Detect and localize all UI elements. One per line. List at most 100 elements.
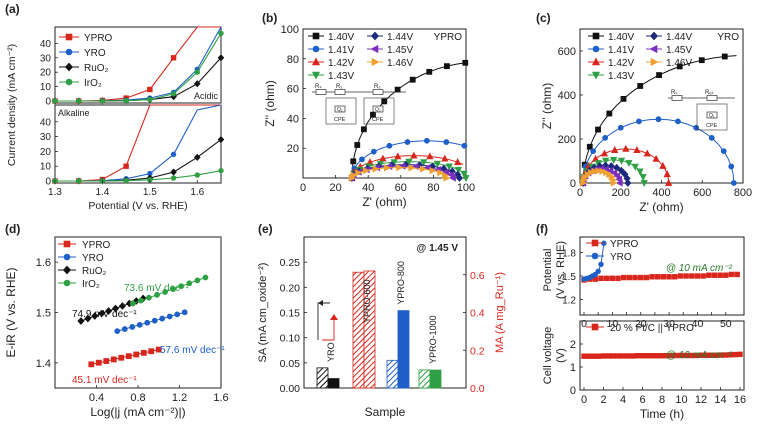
data-point-RuO₂-top: [217, 54, 225, 62]
data-point-RuO₂-d: [84, 314, 92, 323]
data-point-RuO₂-bottom: [217, 135, 225, 144]
series-line-1.40V-c: [582, 55, 737, 184]
data-point-YPRO-f-top: [723, 272, 729, 278]
ytick-label-a-top: 30: [40, 53, 52, 64]
xlabel-e: Sample: [365, 405, 406, 419]
data-point-YPRO-f-top: [626, 274, 633, 281]
data-point-1.43V-c: [617, 157, 626, 165]
data-point-1.46V-b: [396, 163, 404, 172]
axes-a-bottom: [54, 104, 222, 184]
xtick-label-b: 40: [362, 182, 374, 194]
legend-marker-1.44V-b: [370, 31, 380, 41]
legend-marker-1.43V-c: [591, 71, 601, 80]
data-point-f-bottom: [620, 353, 626, 359]
bar-sa-YPRO-800: [386, 359, 399, 389]
data-point-1.40V-c: [620, 95, 627, 102]
ylabel-left-e: SA (mA cm_oxide⁻²): [257, 263, 269, 363]
xlabel-d: Log(|j (mA cm⁻²)|): [90, 405, 185, 419]
data-point-f-bottom: [586, 353, 592, 359]
data-point-IrO₂-d: [194, 277, 201, 284]
xtick-label-c: 600: [693, 187, 711, 199]
data-point-1.40V-b: [381, 98, 388, 105]
annotation-f-bottom: @ 10 mA cm⁻²: [666, 350, 733, 361]
legend-label-IrO₂-d: IrO₂: [82, 279, 100, 290]
ylabel-a: Current density (mA cm⁻²): [6, 44, 18, 166]
data-point-YPRO-d: [155, 346, 162, 353]
xtick-label-b: 20: [329, 182, 341, 194]
data-point-f-bottom: [644, 353, 651, 359]
data-point-1.42V-c: [600, 149, 609, 157]
ytick-label-f-top: 1.5: [562, 272, 576, 283]
data-point-YPRO-f-top: [711, 272, 718, 278]
data-point-f-bottom: [639, 353, 646, 359]
data-point-YPRO-f-top: [734, 271, 740, 278]
xtick-label-a: 1.4: [95, 187, 109, 198]
ytick-label-b: 80: [287, 54, 299, 66]
bar-sa-YPRO-1000: [418, 369, 431, 389]
legend-label-RuO₂: RuO₂: [84, 63, 109, 74]
data-point-YPRO-top: [170, 55, 177, 61]
ytick-label-a-bottom: 40: [40, 117, 52, 128]
ylabel-f-top-line1: Potential: [542, 249, 554, 292]
circuit-label-q-b: Q₂: [375, 107, 381, 113]
ylabel-right-e: MA (A mg_Ru⁻¹): [494, 272, 506, 353]
xtick-label-a: 1.6: [190, 187, 204, 198]
series-line-YPRO-d: [91, 349, 159, 365]
circuit-block-b: [325, 97, 357, 125]
data-point-1.46V-b: [408, 164, 416, 172]
data-point-YPRO-d: [148, 348, 155, 355]
data-point-IrO₂-bottom: [218, 167, 224, 174]
data-point-1.40V-b: [444, 63, 450, 70]
data-point-1.41V-c: [730, 180, 737, 186]
data-point-YPRO-d: [133, 351, 140, 358]
panel-label-f: (f): [536, 222, 548, 236]
data-point-1.46V-b: [372, 165, 380, 173]
circuit-label-rs-c: Rₛ: [671, 90, 678, 96]
data-point-RuO₂-d: [98, 309, 106, 318]
legend-marker-1.40V-c: [592, 32, 600, 40]
legend-marker-1.41V-c: [592, 45, 600, 53]
legend-marker-1.45V-c: [649, 44, 658, 54]
xtick-label-b: 80: [427, 182, 439, 194]
xtick-label-c: 400: [652, 187, 670, 199]
data-point-YPRO-f-top: [728, 271, 735, 278]
data-point-IrO₂-d: [154, 291, 160, 298]
data-point-IrO₂-bottom: [123, 178, 129, 184]
circuit-label-q-b: Q₁: [337, 107, 343, 113]
data-point-YPRO-d: [118, 354, 125, 361]
legend-marker-IrO₂-d: [63, 279, 71, 287]
data-point-YPRO-f-top: [672, 274, 678, 280]
data-point-1.40V-c: [656, 72, 662, 78]
data-point-1.40V-c: [595, 126, 601, 133]
ytick-label-d: 1.6: [36, 257, 51, 269]
data-point-1.45V-b: [448, 174, 456, 182]
bar-ma-YPRO-1000: [429, 369, 442, 389]
ytick-label-a-bottom: 30: [40, 132, 52, 143]
data-point-1.43V-b: [405, 158, 413, 166]
legend-label-1.46V-c: 1.46V: [666, 58, 692, 69]
ytick-label-right-e: 0.6: [470, 270, 485, 282]
data-point-f-bottom: [630, 353, 636, 359]
data-point-YPRO-d: [103, 358, 110, 364]
legend-label-RuO₂-d: RuO₂: [82, 266, 107, 277]
panel-label-b: (b): [262, 11, 277, 25]
legend-label-1.46V-b: 1.46V: [387, 58, 413, 69]
ylabel-f-top-line2: (V vs. RHE): [555, 241, 567, 299]
ytick-label-d: 1.5: [36, 308, 51, 320]
legend-marker-YRO-d: [63, 253, 71, 261]
circuit-label-cpe-b: CPE: [372, 117, 384, 123]
data-point-RuO₂-d: [77, 317, 85, 325]
data-point-YPRO-f-top: [700, 273, 706, 279]
data-point-1.41V-b: [370, 148, 377, 155]
data-point-1.46V-c: [599, 167, 607, 175]
xtick-label-b: 60: [395, 182, 407, 194]
arrow-right-axis-e: [322, 318, 335, 341]
ytick-label-a-bottom: 10: [40, 162, 52, 173]
panel-label-e: (e): [258, 222, 273, 236]
data-point-1.45V-c: [615, 179, 623, 187]
legend-label-YPRO-f: YPRO: [610, 239, 639, 250]
data-point-YPRO-f-top: [615, 275, 621, 282]
data-point-IrO₂-top: [99, 98, 106, 104]
data-point-1.42V-b: [410, 151, 418, 159]
ytick-label-right-e: 0.0: [470, 383, 485, 395]
